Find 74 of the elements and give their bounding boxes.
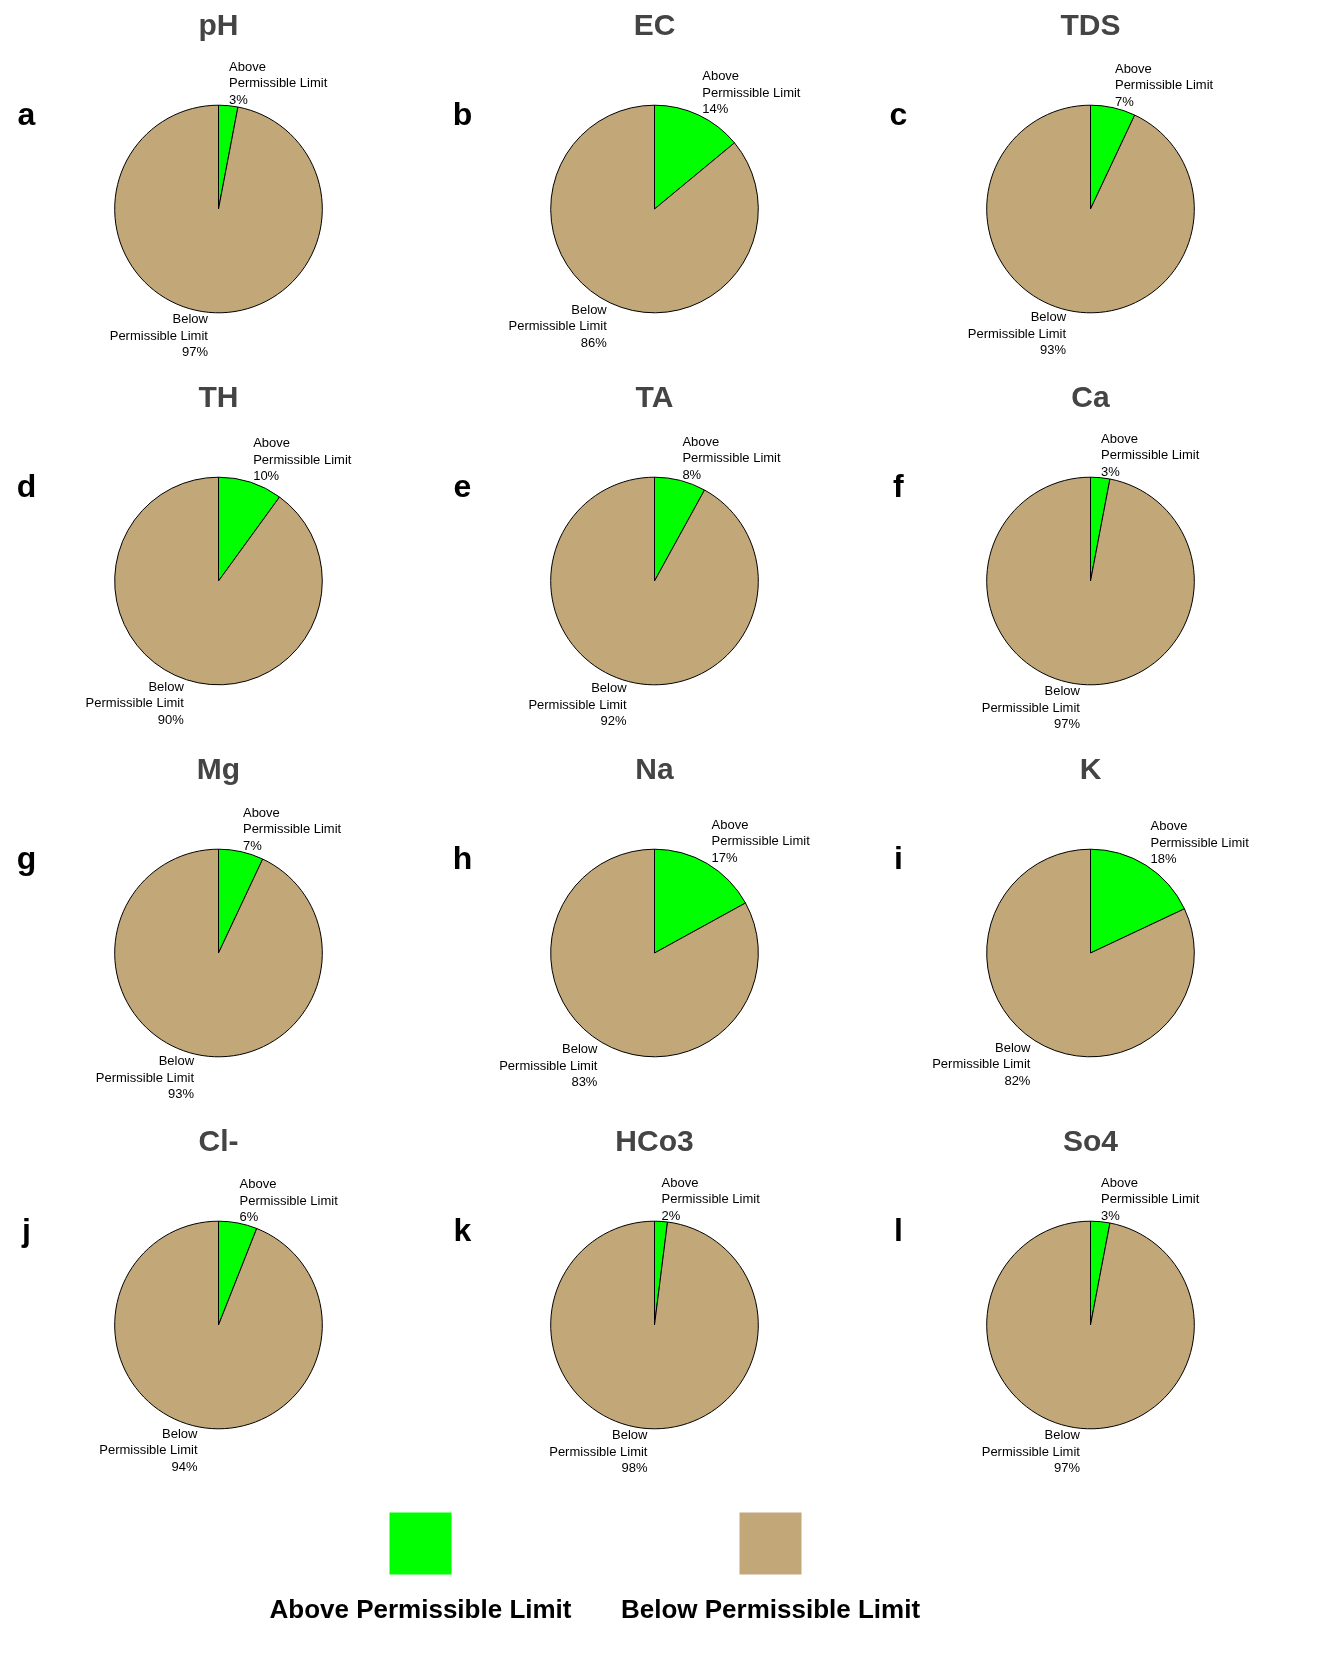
chart-title: K [1079,751,1102,785]
data-label: 10% [253,468,280,484]
slice-label: Below Permissible Limit [981,683,1081,715]
chart-title: Mg [196,751,241,785]
text: k [453,1211,472,1248]
text: e [453,467,472,504]
text: h [452,839,473,876]
text: i [894,839,903,876]
chart-title: Ca [1071,379,1110,413]
chart-title: TA [635,379,674,413]
slice-label: Below Permissible Limit [981,1427,1081,1459]
data-label: 93% [1040,342,1067,358]
data-label: 6% [239,1209,259,1225]
chart-title: Na [635,751,674,785]
text: b [452,95,473,132]
data-label: 86% [580,334,608,350]
text: d [16,467,37,504]
text: g [16,839,37,876]
chart-title: TDS [1060,7,1121,41]
slice-label: Below Permissible Limit [95,1053,195,1085]
slice-label: Above Permissible Limit [1114,60,1214,93]
data-label: 7% [242,837,263,853]
slice-label: Below Permissible Limit [932,1039,1032,1072]
data-label: 17% [711,849,739,865]
text: l [894,1211,903,1248]
slice-label: Below Permissible Limit [85,678,185,711]
slice-label: Below Permissible Limit [528,680,628,712]
data-label: 97% [1053,716,1081,732]
chart-title: So4 [1062,1123,1119,1157]
data-label: 94% [171,1458,198,1474]
data-label: 18% [1150,851,1178,867]
data-label: 3% [1101,463,1121,479]
data-label: 97% [181,344,209,360]
data-label: 3% [229,91,249,107]
slice-label: Above Permissible Limit [711,816,811,849]
slice-label: Above Permissible Limit [239,1176,339,1208]
data-label: 3% [1101,1207,1121,1223]
slice-label: Below Permissible Limit [99,1425,199,1458]
chart-title: HCo3 [615,1123,694,1157]
data-label: 83% [571,1074,598,1090]
chart-title: EC [633,7,676,41]
text: c [889,95,908,132]
slice-label: Above Permissible Limit [242,804,342,837]
chart-title: Cl- [198,1123,239,1157]
legend-label: Below Permissible Limit [620,1593,921,1624]
slice-label: Above Permissible Limit [1101,430,1200,463]
slice-label: Above Permissible Limit [1150,818,1250,850]
data-label: 8% [682,466,702,482]
data-label: 93% [168,1086,195,1102]
data-label: 2% [661,1207,681,1223]
slice-label: Below Permissible Limit [508,301,608,334]
slice-label: Below Permissible Limit [967,309,1067,341]
text: a [17,95,36,132]
data-label: 90% [157,711,185,727]
slice-label: Above Permissible Limit [229,58,328,91]
data-label: 14% [702,101,729,117]
text: f [893,467,905,504]
slice-label: Below Permissible Limit [499,1041,599,1073]
data-label: 92% [600,713,628,729]
data-label: 82% [1004,1072,1031,1088]
data-label: 98% [621,1460,648,1476]
legend-label: Above Permissible Limit [269,1593,572,1624]
text: j [21,1211,31,1248]
data-label: 97% [1053,1460,1081,1476]
slice-label: Above Permissible Limit [661,1174,761,1207]
slice-label: Above Permissible Limit [1101,1174,1200,1207]
slice-label: Above Permissible Limit [702,68,801,100]
slice-label: Below Permissible Limit [109,311,209,343]
chart-title: pH [198,7,239,41]
slice-label: Below Permissible Limit [549,1427,649,1459]
chart-title: TH [198,379,239,413]
slice-label: Above Permissible Limit [682,433,782,466]
data-label: 7% [1114,93,1135,109]
slice-label: Above Permissible Limit [253,435,352,467]
